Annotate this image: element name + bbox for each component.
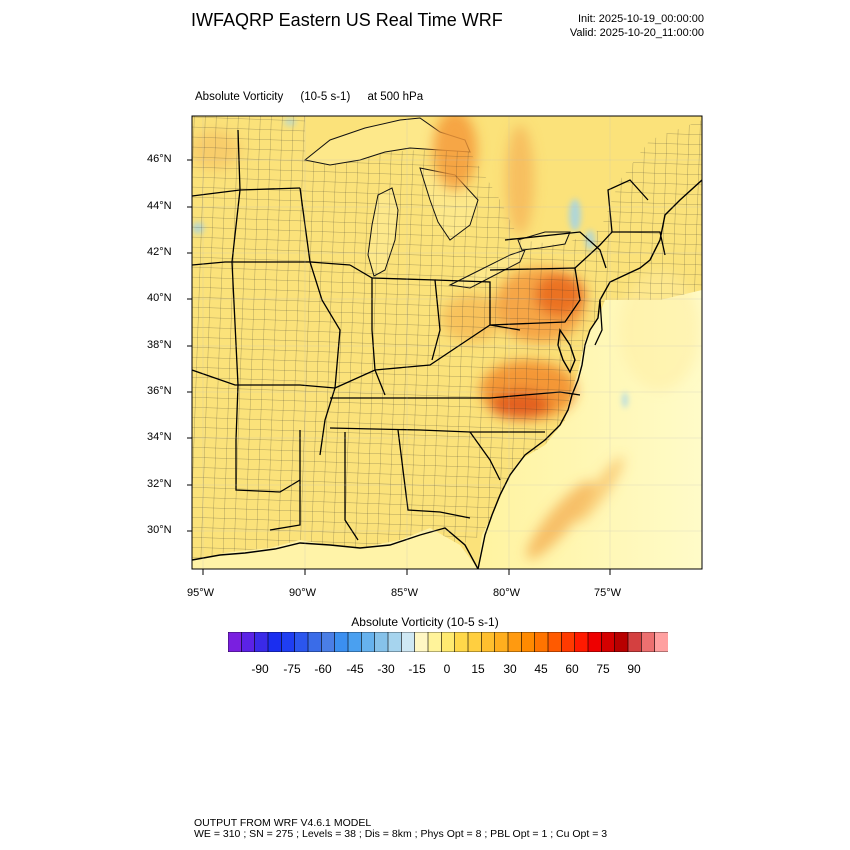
colorbar-swatch [654,632,668,652]
footer-config: WE = 310 ; SN = 275 ; Levels = 38 ; Dis … [194,828,608,840]
colorbar-tick: 75 [596,662,610,676]
colorbar-swatch [374,632,389,652]
map-frame [191,115,703,570]
colorbar-swatch [401,632,416,652]
colorbar-title: Absolute Vorticity (10-5 s-1) [351,615,499,629]
colorbar-swatch [281,632,296,652]
colorbar-swatch [267,632,282,652]
lat-label: 36°N [147,385,172,397]
lon-label: 80°W [493,587,521,599]
colorbar-swatch [574,632,589,652]
colorbar-swatch [334,632,349,652]
field-label: Absolute Vorticity (10-5 s-1) at 500 hPa [195,91,423,103]
lat-label: 32°N [147,478,172,490]
colorbar-swatch [441,632,456,652]
colorbar [228,632,668,652]
colorbar-swatch [454,632,469,652]
colorbar-swatch [347,632,362,652]
lat-label: 42°N [147,246,172,258]
colorbar-tick: -75 [283,662,301,676]
colorbar-tick: -60 [314,662,332,676]
lon-label: 85°W [391,587,419,599]
colorbar-tick: -90 [251,662,269,676]
colorbar-tick: 60 [565,662,579,676]
lat-label: 40°N [147,292,172,304]
colorbar-swatch [387,632,402,652]
colorbar-tick: -45 [346,662,364,676]
colorbar-swatch [614,632,629,652]
footer-model: OUTPUT FROM WRF V4.6.1 MODEL [194,817,372,829]
colorbar-swatch [507,632,522,652]
gulf-region [192,528,478,569]
colorbar-swatch [481,632,496,652]
lat-label: 34°N [147,431,172,443]
init-time: Init: 2025-10-19_00:00:00 [578,13,704,25]
lon-label: 90°W [289,587,317,599]
colorbar-swatch [294,632,309,652]
axis-ticks [187,159,611,575]
colorbar-tick: 30 [503,662,517,676]
lon-label: 75°W [594,587,622,599]
field-level: at 500 hPa [367,91,424,103]
colorbar-swatch [321,632,336,652]
lat-label: 44°N [147,200,172,212]
colorbar-swatch [467,632,482,652]
map-field [192,116,702,569]
colorbar-swatch [534,632,549,652]
colorbar-swatch [601,632,616,652]
colorbar-swatch [521,632,536,652]
colorbar-swatch [627,632,642,652]
page-title: IWFAQRP Eastern US Real Time WRF [191,10,503,30]
colorbar-swatch [494,632,509,652]
colorbar-swatch [254,632,269,652]
colorbar-swatch [587,632,602,652]
lat-label: 46°N [147,153,172,165]
colorbar-tick: 90 [627,662,641,676]
valid-time: Valid: 2025-10-20_11:00:00 [569,27,704,39]
colorbar-tick: -15 [408,662,426,676]
colorbar-swatch [427,632,442,652]
colorbar-tick: -30 [377,662,395,676]
graticule [192,116,702,569]
field-units: (10-5 s-1) [300,91,351,103]
colorbar-tick: 15 [471,662,485,676]
colorbar-swatch [228,632,242,652]
colorbar-swatch [561,632,576,652]
field-name: Absolute Vorticity [195,91,284,103]
lat-label: 30°N [147,524,172,536]
lon-label: 95°W [187,587,215,599]
colorbar-swatch [414,632,429,652]
state-boundaries [192,129,666,541]
colorbar-swatch [307,632,322,652]
colorbar-swatch [641,632,656,652]
colorbar-swatch [547,632,562,652]
colorbar-tick: 45 [534,662,548,676]
colorbar-tick: 0 [443,662,451,676]
county-lines [192,116,702,560]
colorbar-swatch [241,632,256,652]
lat-label: 38°N [147,339,172,351]
colorbar-swatch [361,632,376,652]
